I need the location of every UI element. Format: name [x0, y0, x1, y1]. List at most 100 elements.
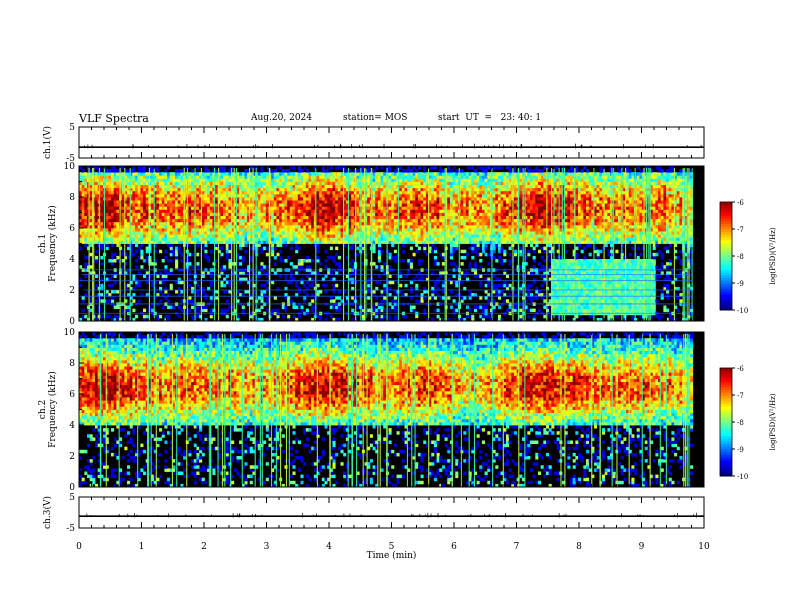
- spectrogram-cell: [263, 224, 267, 229]
- spectrogram-cell: [140, 221, 144, 226]
- spectrogram-cell: [132, 172, 136, 176]
- spectrogram-cell: [132, 184, 136, 189]
- spectrogram-cell: [169, 172, 173, 176]
- spectrogram-cell: [449, 237, 453, 241]
- spectrogram-cell: [279, 197, 283, 201]
- spectrogram-cell: [105, 234, 109, 238]
- spectrogram-cell: [380, 187, 384, 192]
- spectrogram-cell: [252, 215, 256, 220]
- spectrogram-cell: [84, 314, 88, 319]
- spectrogram-cell: [225, 218, 229, 223]
- spectrogram-cell: [164, 187, 168, 192]
- spectrogram-cell: [423, 212, 427, 216]
- spectrogram-cell: [471, 215, 475, 220]
- spectrogram-cell: [153, 212, 157, 216]
- spectrogram-cell: [473, 200, 477, 204]
- spectrogram-cell: [249, 209, 253, 213]
- spectrogram-cell: [327, 181, 331, 185]
- spectrogram-cell: [231, 172, 235, 176]
- spectrogram-cell: [84, 193, 88, 198]
- spectrogram-cell: [449, 184, 453, 189]
- spectrogram-cell: [337, 237, 341, 241]
- spectrogram-cell: [263, 293, 267, 297]
- spectrogram-cell: [169, 234, 173, 238]
- spectrogram-cell: [345, 172, 349, 176]
- spectrogram-cell: [161, 237, 165, 241]
- spectrogram-cell: [177, 184, 181, 189]
- y-tick-label: -5: [66, 154, 75, 164]
- spectrogram-cell: [460, 200, 464, 204]
- spectrogram-cell: [153, 280, 157, 285]
- spectrogram-cell: [407, 240, 411, 244]
- spectrogram-cell: [204, 293, 208, 297]
- spectrogram-cell: [84, 200, 88, 204]
- spectrogram-cell: [380, 224, 384, 229]
- spectrogram-cell: [327, 175, 331, 179]
- spectrogram-cell: [375, 237, 379, 241]
- spectrogram-cell: [145, 249, 149, 254]
- spectrogram-cell: [433, 206, 437, 210]
- spectrogram-cell: [247, 212, 251, 216]
- spectrogram-cell: [380, 193, 384, 198]
- spectrogram-cell: [191, 181, 195, 185]
- spectrogram-cell: [324, 228, 328, 232]
- spectrogram-cell: [223, 190, 227, 195]
- spectrogram-cell: [463, 240, 467, 244]
- spectrogram-cell: [140, 172, 144, 176]
- spectrogram-cell: [95, 187, 99, 192]
- spectrogram-cell: [297, 169, 301, 173]
- spectrogram-cell: [159, 299, 163, 303]
- spectrogram-cell: [468, 181, 472, 185]
- spectrogram-cell: [404, 228, 408, 232]
- spectrogram-cell: [404, 181, 408, 185]
- spectrogram-cell: [241, 203, 245, 207]
- spectrogram-cell: [473, 271, 477, 275]
- spectrogram-cell: [95, 234, 99, 238]
- spectrogram-cell: [220, 280, 224, 285]
- spectrogram-cell: [217, 200, 221, 204]
- spectrogram-cell: [441, 296, 445, 300]
- spectrogram-cell: [127, 293, 131, 297]
- spectrogram-cell: [225, 274, 229, 278]
- spectrogram-cell: [156, 178, 160, 182]
- spectrogram-cell: [188, 206, 192, 210]
- spectrogram-cell: [81, 172, 85, 176]
- spectrogram-cell: [415, 187, 419, 192]
- spectrogram-cell: [239, 221, 243, 226]
- spectrogram-cell: [207, 178, 211, 182]
- spectrogram-cell: [441, 209, 445, 213]
- spectrogram-cell: [289, 206, 293, 210]
- spectrogram-cell: [327, 172, 331, 176]
- spectrogram-cell: [271, 228, 275, 232]
- spectrogram-cell: [199, 240, 203, 244]
- spectrogram-cell: [153, 218, 157, 223]
- spectrogram-cell: [463, 184, 467, 189]
- spectrogram-cell: [207, 218, 211, 223]
- spectrogram-cell: [449, 221, 453, 226]
- spectrogram-cell: [372, 234, 376, 238]
- spectrogram-cell: [300, 218, 304, 223]
- spectrogram-cell: [295, 193, 299, 198]
- spectrogram-cell: [375, 206, 379, 210]
- spectrogram-cell: [217, 234, 221, 238]
- spectrogram-cell: [217, 228, 221, 232]
- spectrogram-cell: [209, 234, 213, 238]
- spectrogram-cell: [89, 231, 93, 235]
- spectrogram-cell: [281, 200, 285, 204]
- spectrogram-cell: [471, 246, 475, 251]
- spectrogram-cell: [276, 224, 280, 229]
- spectrogram-cell: [145, 293, 149, 297]
- spectrogram-cell: [81, 231, 85, 235]
- spectrogram-cell: [129, 206, 133, 210]
- spectrogram-cell: [271, 200, 275, 204]
- spectrogram-cell: [335, 240, 339, 244]
- spectrogram-cell: [415, 243, 419, 247]
- spectrogram-cell: [81, 206, 85, 210]
- spectrogram-cell: [95, 181, 99, 185]
- spectrogram-cell: [447, 178, 451, 182]
- spectrogram-cell: [257, 175, 261, 179]
- spectrogram-cell: [151, 169, 155, 173]
- spectrogram-cell: [409, 203, 413, 207]
- spectrogram-cell: [479, 296, 483, 300]
- spectrogram-cell: [156, 187, 160, 192]
